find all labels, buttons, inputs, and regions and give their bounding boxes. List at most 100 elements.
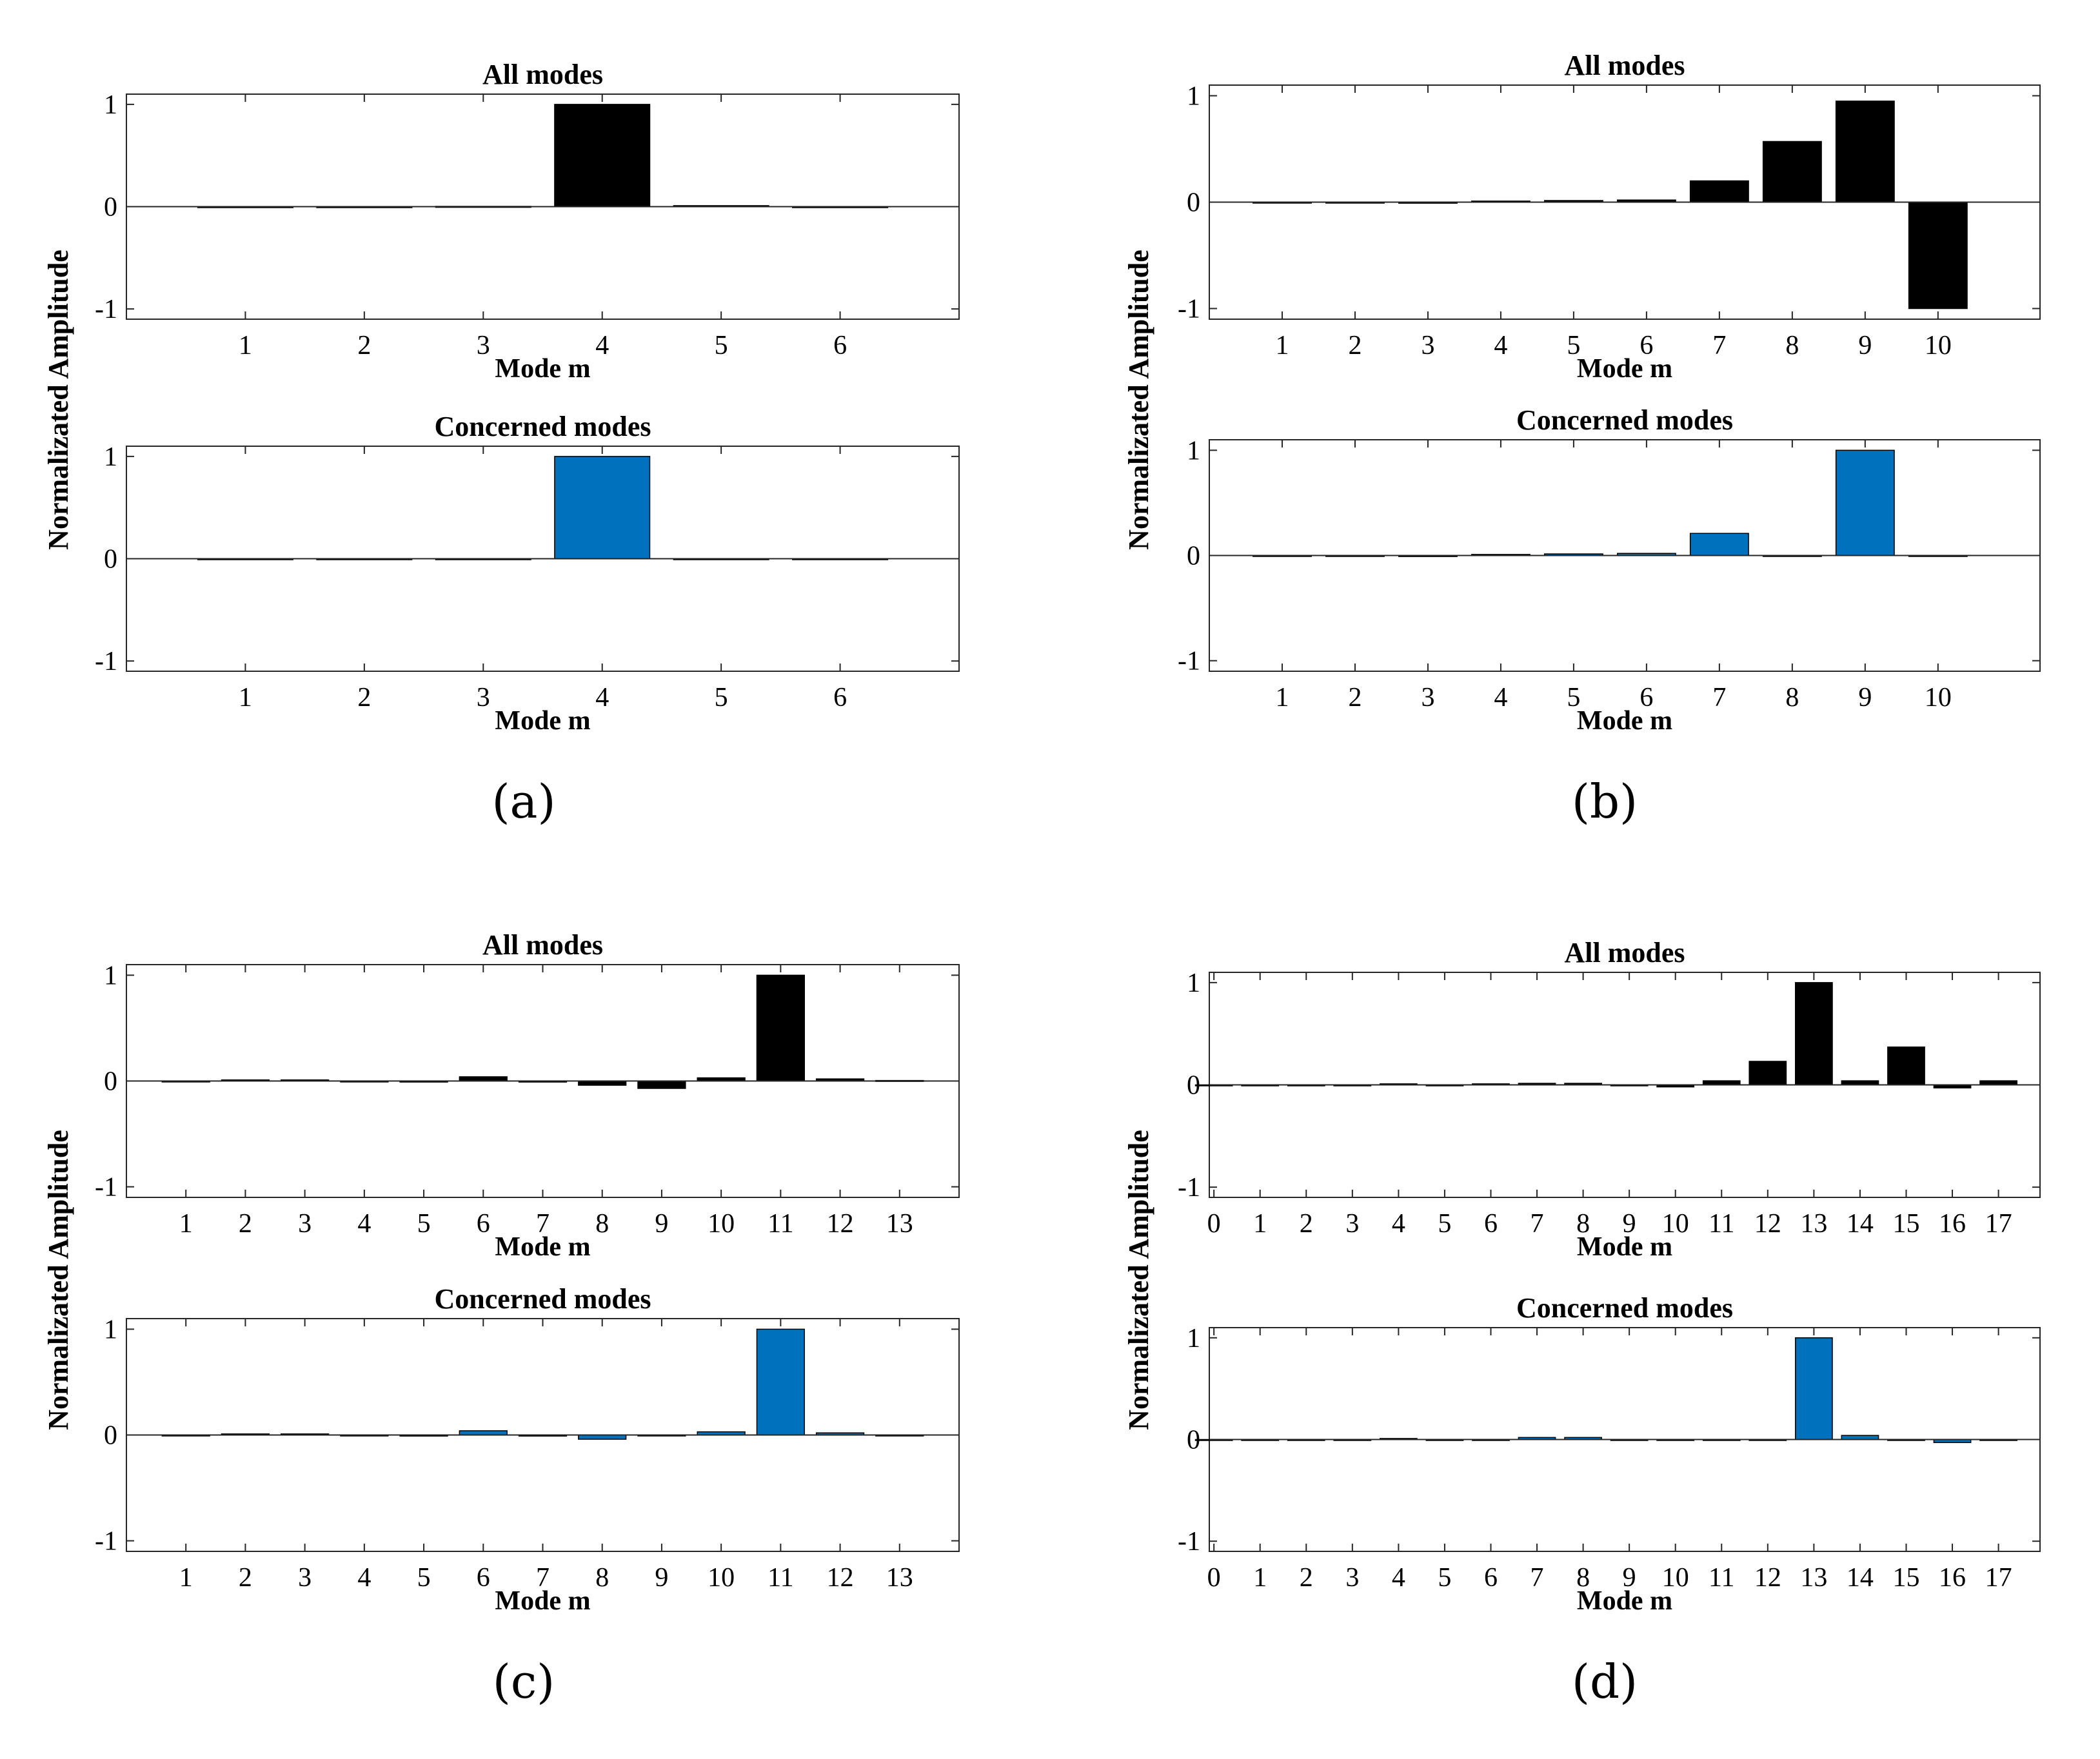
x-tick-label: 3 <box>1421 683 1434 712</box>
x-tick-label: 13 <box>1800 1563 1827 1593</box>
x-tick-label: 11 <box>768 1209 793 1239</box>
x-tick-label: 1 <box>1253 1209 1267 1239</box>
x-tick-label: 5 <box>417 1563 431 1593</box>
x-tick-label: 5 <box>1438 1563 1451 1593</box>
x-tick-label: 0 <box>1207 1563 1221 1593</box>
x-tick-label: 11 <box>1709 1563 1734 1593</box>
y-tick-label: 1 <box>104 442 117 472</box>
y-tick-label: 1 <box>1187 968 1200 998</box>
x-tick-label: 11 <box>1709 1209 1734 1239</box>
bar-mode-13 <box>1796 1338 1832 1440</box>
y-tick-label: 1 <box>1187 436 1200 466</box>
panel-label: (a) <box>491 774 555 829</box>
y-tick-label: 0 <box>104 1067 117 1097</box>
x-tick-label: 8 <box>1785 331 1799 360</box>
y-tick-label: 0 <box>1187 542 1200 571</box>
x-tick-label: 4 <box>595 331 609 360</box>
x-tick-label: 7 <box>1712 683 1726 712</box>
x-tick-label: 17 <box>1985 1563 2012 1593</box>
y-tick-label: -1 <box>1178 1173 1200 1203</box>
x-tick-label: 1 <box>1275 683 1289 712</box>
x-tick-label: 2 <box>1300 1563 1313 1593</box>
x-tick-label: 10 <box>1925 683 1952 712</box>
y-tick-label: 1 <box>1187 1324 1200 1353</box>
x-tick-label: 2 <box>357 331 371 360</box>
x-tick-label: 6 <box>1484 1563 1498 1593</box>
x-tick-label: 9 <box>1858 331 1872 360</box>
x-tick-label: 1 <box>239 683 252 712</box>
subplot-8: -1010 1 2 3 4 5 6 7 8 9 10 11 12 13 14 15 16 17Concerned … <box>1178 1292 2040 1616</box>
y-tick-label: 0 <box>1187 188 1200 218</box>
y-tick-label: -1 <box>1178 295 1200 324</box>
x-tick-label: 9 <box>655 1563 668 1593</box>
y-tick-label: 0 <box>104 545 117 575</box>
x-tick-label: 8 <box>1785 683 1799 712</box>
y-axis-label: Normalizated Amplitude <box>43 250 74 550</box>
subplot-title: All modes <box>1565 50 1685 81</box>
y-tick-label: -1 <box>95 647 117 676</box>
x-tick-label: 10 <box>708 1563 735 1593</box>
bar-mode-4 <box>555 457 650 559</box>
bar-mode-13 <box>1796 983 1832 1085</box>
bar-mode-11 <box>757 975 804 1081</box>
y-tick-label: -1 <box>95 295 117 324</box>
subplot-2: -1 0 1 1 2 3 4 5 6 Concerned modes Mode m <box>95 411 959 736</box>
x-tick-label: 2 <box>239 1209 252 1239</box>
subplot-1: -1 0 1 1 2 3 4 5 6 All modes Mode m <box>95 59 959 384</box>
y-tick-label: -1 <box>95 1527 117 1557</box>
y-tick-label: 1 <box>104 90 117 120</box>
x-tick-label: 1 <box>1253 1563 1267 1593</box>
x-tick-label: 9 <box>655 1209 668 1239</box>
y-axis-label: Normalizated Amplitude <box>43 1130 74 1430</box>
x-tick-label: 8 <box>595 1209 609 1239</box>
x-axis-label: Mode m <box>495 1586 590 1616</box>
x-axis-label: Mode m <box>1577 354 1672 384</box>
y-axis-label: Normalizated Amplitude <box>1123 250 1154 550</box>
bar-mode-12 <box>1749 1061 1786 1085</box>
x-tick-label: 14 <box>1847 1563 1874 1593</box>
x-tick-label: 6 <box>833 331 847 360</box>
x-tick-label: 5 <box>715 683 728 712</box>
x-tick-label: 12 <box>1754 1563 1781 1593</box>
x-tick-label: 14 <box>1847 1209 1874 1239</box>
y-tick-label: 1 <box>104 1315 117 1344</box>
x-tick-label: 8 <box>595 1563 609 1593</box>
x-tick-label: 16 <box>1939 1563 1966 1593</box>
x-tick-label: 13 <box>886 1209 913 1239</box>
x-tick-label: 7 <box>1530 1563 1544 1593</box>
x-axis-label: Mode m <box>495 354 590 384</box>
subplot-title: All modes <box>482 929 603 961</box>
x-tick-label: 3 <box>477 331 490 360</box>
bar-mode-7 <box>1690 181 1748 202</box>
panel-label: (d) <box>1572 1655 1638 1709</box>
subplot-title: Concerned modes <box>434 411 651 442</box>
bar-mode-11 <box>757 1329 804 1435</box>
x-axis-label: Mode m <box>1577 1586 1672 1616</box>
x-tick-label: 11 <box>768 1563 793 1593</box>
x-tick-label: 2 <box>1348 683 1362 712</box>
x-tick-label: 6 <box>1484 1209 1498 1239</box>
x-tick-label: 5 <box>1438 1209 1451 1239</box>
x-tick-label: 16 <box>1939 1209 1966 1239</box>
bar-mode-8 <box>1763 141 1821 202</box>
y-tick-label: 0 <box>104 1421 117 1451</box>
x-tick-label: 1 <box>1275 331 1289 360</box>
x-tick-label: 13 <box>1800 1209 1827 1239</box>
x-tick-label: 15 <box>1892 1209 1919 1239</box>
x-tick-label: 3 <box>298 1563 312 1593</box>
bar-mode-9 <box>638 1081 686 1088</box>
x-axis-label: Mode m <box>1577 706 1672 736</box>
x-tick-label: 6 <box>477 1209 490 1239</box>
x-axis-label: Mode m <box>495 706 590 736</box>
y-tick-label: 0 <box>104 193 117 222</box>
panel-label: (c) <box>493 1655 555 1709</box>
x-axis-label: Mode m <box>495 1232 590 1262</box>
y-tick-label: 0 <box>1187 1426 1200 1455</box>
bar-mode-7 <box>1690 533 1748 555</box>
bar-mode-9 <box>1836 450 1894 555</box>
x-tick-label: 4 <box>1392 1209 1405 1239</box>
x-tick-label: 6 <box>477 1563 490 1593</box>
